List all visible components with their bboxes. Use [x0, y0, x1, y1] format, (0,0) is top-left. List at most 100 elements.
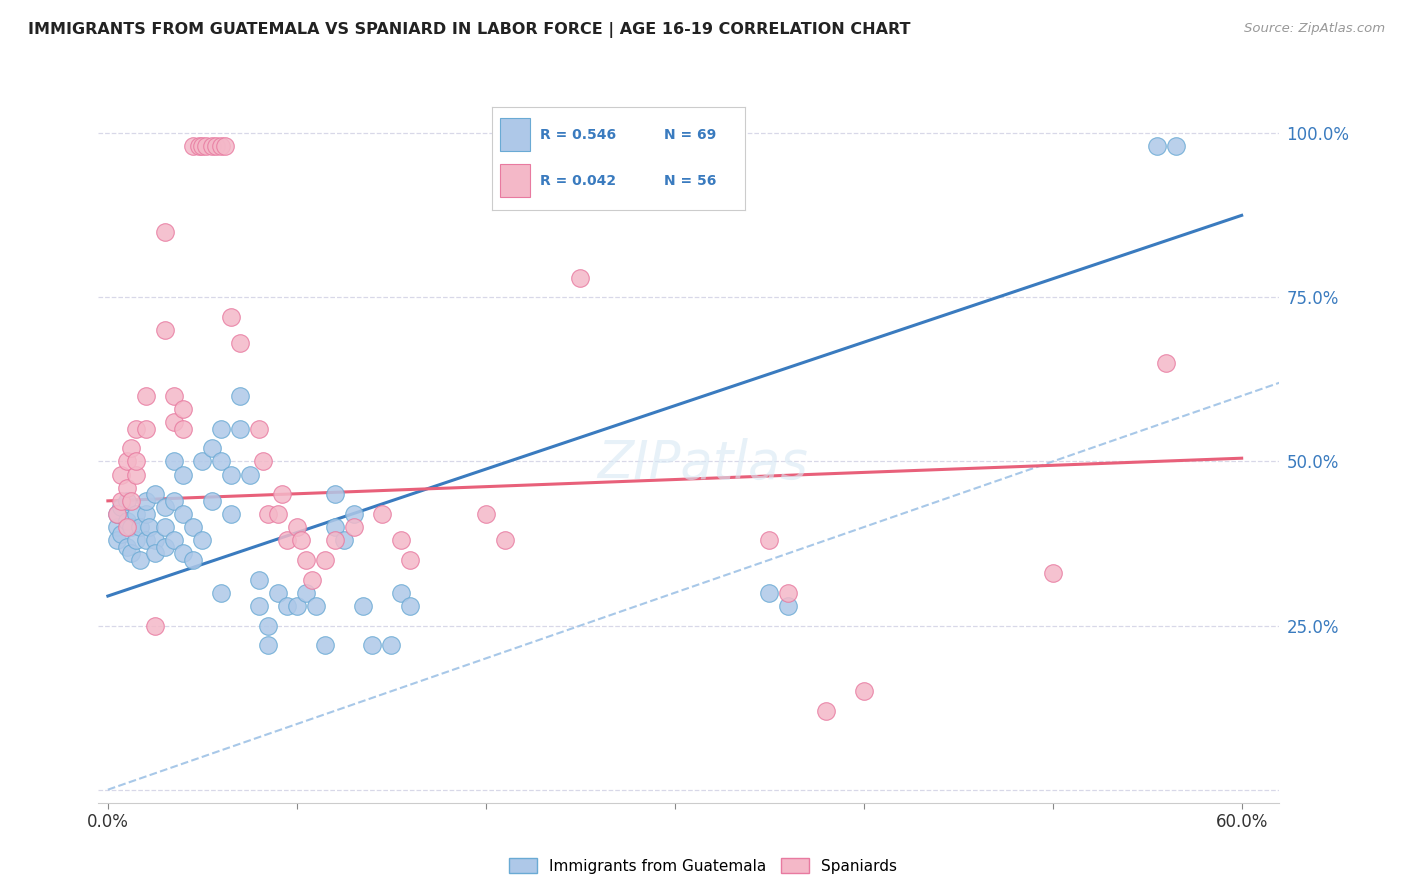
- Point: [125, 467, 148, 482]
- Point: [219, 467, 242, 482]
- Point: [135, 507, 157, 521]
- Text: N = 69: N = 69: [664, 128, 717, 142]
- Point: [115, 454, 138, 468]
- Point: [115, 494, 138, 508]
- Point: [333, 533, 356, 548]
- Point: [163, 454, 186, 468]
- Point: [115, 540, 138, 554]
- Point: [191, 454, 214, 468]
- Point: [1146, 139, 1168, 153]
- Point: [209, 454, 232, 468]
- Point: [252, 454, 274, 468]
- Point: [361, 638, 384, 652]
- Point: [105, 533, 128, 548]
- Point: [195, 139, 218, 153]
- Point: [247, 573, 270, 587]
- Point: [569, 270, 592, 285]
- Point: [852, 684, 875, 698]
- Point: [475, 507, 498, 521]
- Point: [143, 546, 166, 560]
- Point: [135, 389, 157, 403]
- Point: [125, 454, 148, 468]
- Point: [135, 422, 157, 436]
- Point: [219, 507, 242, 521]
- Point: [295, 553, 318, 567]
- Point: [125, 507, 148, 521]
- Point: [115, 520, 138, 534]
- Point: [257, 618, 280, 632]
- Point: [181, 139, 204, 153]
- Point: [323, 533, 346, 548]
- Point: [778, 586, 800, 600]
- Point: [285, 599, 308, 613]
- Point: [163, 415, 186, 429]
- Point: [135, 533, 157, 548]
- Point: [209, 139, 232, 153]
- Text: N = 56: N = 56: [664, 174, 717, 188]
- Point: [135, 494, 157, 508]
- Point: [163, 533, 186, 548]
- Point: [105, 507, 128, 521]
- Point: [1164, 139, 1187, 153]
- Point: [191, 139, 214, 153]
- Point: [219, 310, 242, 324]
- FancyBboxPatch shape: [499, 164, 530, 197]
- Point: [163, 494, 186, 508]
- Point: [172, 507, 194, 521]
- Point: [110, 494, 132, 508]
- Point: [389, 586, 412, 600]
- Point: [125, 422, 148, 436]
- Point: [153, 323, 176, 337]
- Point: [115, 514, 138, 528]
- Point: [172, 467, 194, 482]
- Point: [342, 507, 364, 521]
- Point: [257, 507, 280, 521]
- Point: [290, 533, 312, 548]
- Point: [115, 481, 138, 495]
- Point: [494, 533, 516, 548]
- Point: [105, 520, 128, 534]
- Point: [143, 487, 166, 501]
- Point: [778, 599, 800, 613]
- Point: [295, 586, 318, 600]
- Point: [342, 520, 364, 534]
- Point: [138, 520, 160, 534]
- Point: [380, 638, 402, 652]
- Point: [129, 553, 152, 567]
- Point: [187, 139, 209, 153]
- Point: [399, 553, 422, 567]
- Point: [120, 494, 142, 508]
- Point: [1154, 356, 1177, 370]
- Point: [105, 507, 128, 521]
- Point: [323, 487, 346, 501]
- Point: [201, 442, 224, 456]
- Point: [120, 546, 142, 560]
- Point: [389, 533, 412, 548]
- Text: R = 0.042: R = 0.042: [540, 174, 616, 188]
- Point: [153, 520, 176, 534]
- Point: [267, 507, 290, 521]
- Text: ZIPatlas: ZIPatlas: [598, 438, 808, 490]
- Point: [247, 422, 270, 436]
- Point: [209, 422, 232, 436]
- Point: [214, 139, 236, 153]
- Point: [120, 442, 142, 456]
- Point: [399, 599, 422, 613]
- Point: [201, 139, 224, 153]
- Point: [814, 704, 837, 718]
- Point: [201, 494, 224, 508]
- Point: [181, 520, 204, 534]
- Point: [758, 586, 780, 600]
- Point: [110, 526, 132, 541]
- Point: [270, 487, 292, 501]
- Point: [110, 500, 132, 515]
- Point: [1042, 566, 1064, 580]
- Point: [163, 389, 186, 403]
- Point: [191, 533, 214, 548]
- Point: [143, 533, 166, 548]
- Point: [172, 401, 194, 416]
- Point: [172, 422, 194, 436]
- Point: [204, 139, 226, 153]
- Point: [153, 225, 176, 239]
- Point: [239, 467, 262, 482]
